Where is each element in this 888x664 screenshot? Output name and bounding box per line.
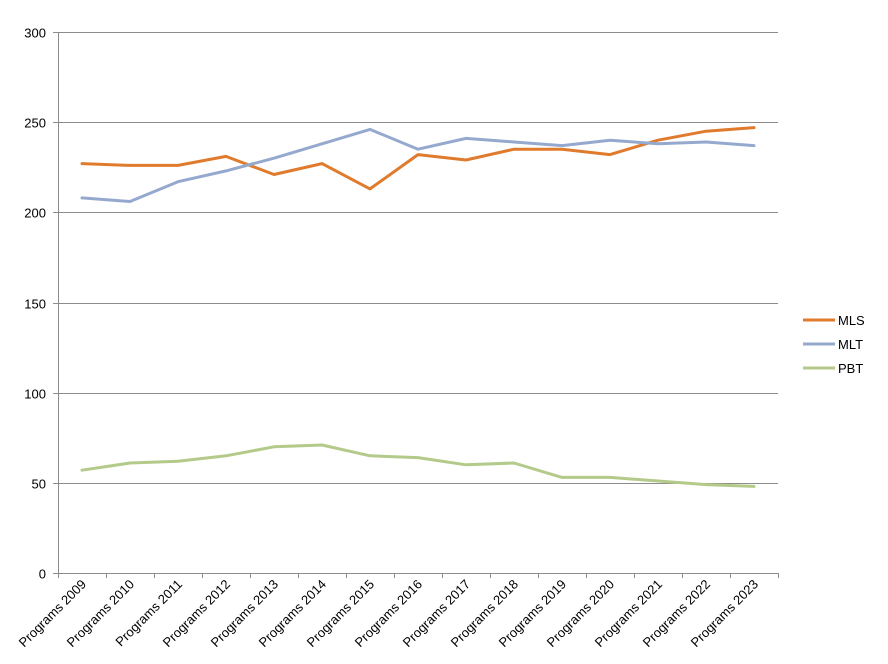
- y-tick-label: 250: [24, 116, 46, 131]
- legend-label-pbt: PBT: [838, 361, 863, 376]
- y-tick-label: 300: [24, 26, 46, 41]
- legend-label-mlt: MLT: [838, 337, 863, 352]
- series-lines: [80, 126, 756, 488]
- y-tick-label: 100: [24, 387, 46, 402]
- legend: MLS MLT PBT: [803, 313, 865, 376]
- y-tick-label: 200: [24, 206, 46, 221]
- series-line-mlt: [80, 127, 756, 203]
- gridlines: [58, 32, 778, 484]
- series-line-mls: [80, 126, 756, 191]
- y-tick-label: 150: [24, 297, 46, 312]
- legend-label-mls: MLS: [838, 313, 865, 328]
- y-tick-label: 0: [39, 567, 46, 582]
- y-tick-label: 50: [32, 477, 46, 492]
- series-line-pbt: [80, 443, 756, 488]
